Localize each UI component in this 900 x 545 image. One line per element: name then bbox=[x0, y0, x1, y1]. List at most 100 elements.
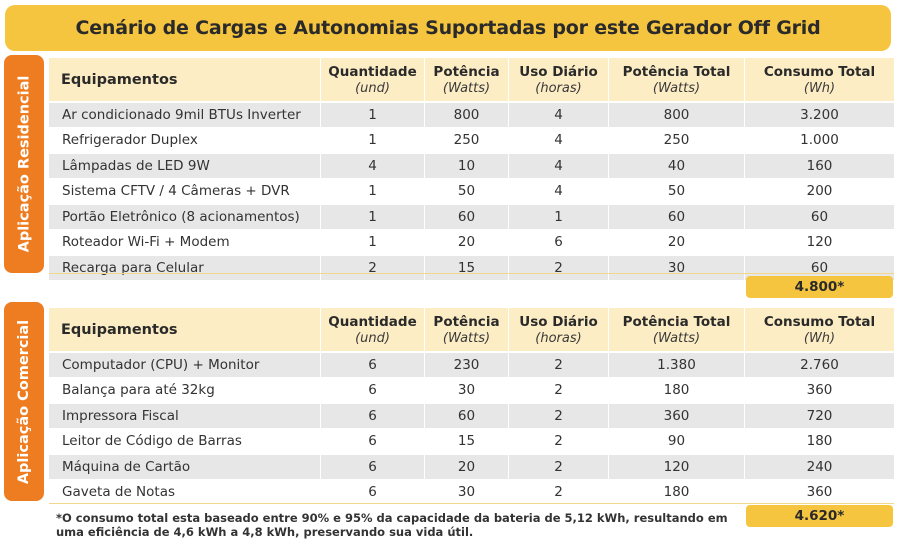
power-cell: 60 bbox=[425, 205, 509, 229]
quantity-cell: 6 bbox=[321, 353, 425, 377]
table-row: Impressora Fiscal 6 60 2 360 720 bbox=[49, 404, 894, 428]
equipment-cell: Máquina de Cartão bbox=[49, 455, 321, 479]
equipment-cell: Portão Eletrônico (8 acionamentos) bbox=[49, 205, 321, 229]
col-header-equipment: Equipamentos bbox=[49, 308, 321, 351]
col-header-total-power: Potência Total (Watts) bbox=[609, 58, 745, 101]
total-power-cell: 90 bbox=[609, 429, 745, 453]
col-header-daily-use: Uso Diário (horas) bbox=[509, 308, 609, 351]
daily-use-cell: 4 bbox=[509, 179, 609, 203]
power-cell: 250 bbox=[425, 128, 509, 152]
daily-use-cell: 2 bbox=[509, 378, 609, 402]
total-power-cell: 360 bbox=[609, 404, 745, 428]
commercial-total: 4.620* bbox=[746, 505, 893, 527]
total-consumption-cell: 120 bbox=[745, 230, 894, 254]
power-cell: 800 bbox=[425, 103, 509, 127]
table-row: Ar condicionado 9mil BTUs Inverter 1 800 4 8… bbox=[49, 103, 894, 127]
daily-use-cell: 4 bbox=[509, 128, 609, 152]
footnote: *O consumo total esta baseado entre 90% … bbox=[56, 511, 728, 539]
commercial-table: Equipamentos Quantidade (und) Potência (Wa… bbox=[49, 306, 894, 506]
total-power-cell: 40 bbox=[609, 154, 745, 178]
residential-section-label: Aplicação Residencial bbox=[16, 75, 32, 253]
total-power-cell: 250 bbox=[609, 128, 745, 152]
col-header-quantity: Quantidade (und) bbox=[321, 58, 425, 101]
power-cell: 15 bbox=[425, 256, 509, 280]
equipment-cell: Computador (CPU) + Monitor bbox=[49, 353, 321, 377]
total-power-cell: 800 bbox=[609, 103, 745, 127]
daily-use-cell: 2 bbox=[509, 353, 609, 377]
equipment-cell: Ar condicionado 9mil BTUs Inverter bbox=[49, 103, 321, 127]
total-power-cell: 30 bbox=[609, 256, 745, 280]
total-consumption-cell: 3.200 bbox=[745, 103, 894, 127]
equipment-cell: Recarga para Celular bbox=[49, 256, 321, 280]
equipment-cell: Refrigerador Duplex bbox=[49, 128, 321, 152]
col-header-equipment: Equipamentos bbox=[49, 58, 321, 101]
quantity-cell: 6 bbox=[321, 455, 425, 479]
total-consumption-cell: 1.000 bbox=[745, 128, 894, 152]
total-consumption-cell: 60 bbox=[745, 205, 894, 229]
table-row: Refrigerador Duplex 1 250 4 250 1.000 bbox=[49, 128, 894, 152]
power-cell: 20 bbox=[425, 230, 509, 254]
page-title: Cenário de Cargas e Autonomias Suportada… bbox=[75, 17, 821, 39]
total-power-cell: 50 bbox=[609, 179, 745, 203]
table-row: Leitor de Código de Barras 6 15 2 90 180 bbox=[49, 429, 894, 453]
residential-section-tab: Aplicação Residencial bbox=[4, 55, 44, 273]
power-cell: 15 bbox=[425, 429, 509, 453]
equipment-cell: Leitor de Código de Barras bbox=[49, 429, 321, 453]
quantity-cell: 1 bbox=[321, 179, 425, 203]
table-row: Balança para até 32kg 6 30 2 180 360 bbox=[49, 378, 894, 402]
daily-use-cell: 2 bbox=[509, 455, 609, 479]
daily-use-cell: 4 bbox=[509, 103, 609, 127]
table-row: Roteador Wi-Fi + Modem 1 20 6 20 120 bbox=[49, 230, 894, 254]
total-consumption-cell: 200 bbox=[745, 179, 894, 203]
table-row: Lâmpadas de LED 9W 4 10 4 40 160 bbox=[49, 154, 894, 178]
col-header-power: Potência (Watts) bbox=[425, 308, 509, 351]
power-cell: 230 bbox=[425, 353, 509, 377]
total-consumption-cell: 240 bbox=[745, 455, 894, 479]
daily-use-cell: 6 bbox=[509, 230, 609, 254]
daily-use-cell: 2 bbox=[509, 429, 609, 453]
equipment-cell: Balança para até 32kg bbox=[49, 378, 321, 402]
quantity-cell: 1 bbox=[321, 230, 425, 254]
total-consumption-cell: 180 bbox=[745, 429, 894, 453]
col-header-total-consumption: Consumo Total (Wh) bbox=[745, 308, 894, 351]
col-header-total-power: Potência Total (Watts) bbox=[609, 308, 745, 351]
quantity-cell: 1 bbox=[321, 205, 425, 229]
col-header-quantity: Quantidade (und) bbox=[321, 308, 425, 351]
table-row: Gaveta de Notas 6 30 2 180 360 bbox=[49, 480, 894, 504]
quantity-cell: 4 bbox=[321, 154, 425, 178]
residential-table: Equipamentos Quantidade (und) Potência (Wa… bbox=[49, 56, 894, 282]
total-power-cell: 120 bbox=[609, 455, 745, 479]
equipment-cell: Impressora Fiscal bbox=[49, 404, 321, 428]
table-header-row: Equipamentos Quantidade (und) Potência (Wa… bbox=[49, 308, 894, 351]
total-power-cell: 180 bbox=[609, 378, 745, 402]
table-row: Portão Eletrônico (8 acionamentos) 1 60 1 60… bbox=[49, 205, 894, 229]
section-divider bbox=[49, 503, 894, 504]
equipment-cell: Roteador Wi-Fi + Modem bbox=[49, 230, 321, 254]
total-power-cell: 20 bbox=[609, 230, 745, 254]
residential-total: 4.800* bbox=[746, 276, 893, 298]
col-header-total-consumption: Consumo Total (Wh) bbox=[745, 58, 894, 101]
equipment-cell: Sistema CFTV / 4 Câmeras + DVR bbox=[49, 179, 321, 203]
equipment-cell: Gaveta de Notas bbox=[49, 480, 321, 504]
daily-use-cell: 1 bbox=[509, 205, 609, 229]
power-cell: 60 bbox=[425, 404, 509, 428]
table-row: Máquina de Cartão 6 20 2 120 240 bbox=[49, 455, 894, 479]
power-cell: 20 bbox=[425, 455, 509, 479]
commercial-section-label: Aplicação Comercial bbox=[16, 319, 32, 484]
table-row: Computador (CPU) + Monitor 6 230 2 1.380 2.76… bbox=[49, 353, 894, 377]
total-power-cell: 180 bbox=[609, 480, 745, 504]
equipment-cell: Lâmpadas de LED 9W bbox=[49, 154, 321, 178]
power-cell: 30 bbox=[425, 480, 509, 504]
daily-use-cell: 2 bbox=[509, 404, 609, 428]
section-divider bbox=[49, 273, 894, 274]
total-consumption-cell: 2.760 bbox=[745, 353, 894, 377]
power-cell: 50 bbox=[425, 179, 509, 203]
total-power-cell: 60 bbox=[609, 205, 745, 229]
quantity-cell: 2 bbox=[321, 256, 425, 280]
total-power-cell: 1.380 bbox=[609, 353, 745, 377]
title-banner: Cenário de Cargas e Autonomias Suportada… bbox=[5, 5, 891, 51]
quantity-cell: 6 bbox=[321, 378, 425, 402]
total-consumption-cell: 160 bbox=[745, 154, 894, 178]
total-consumption-cell: 360 bbox=[745, 480, 894, 504]
power-cell: 30 bbox=[425, 378, 509, 402]
